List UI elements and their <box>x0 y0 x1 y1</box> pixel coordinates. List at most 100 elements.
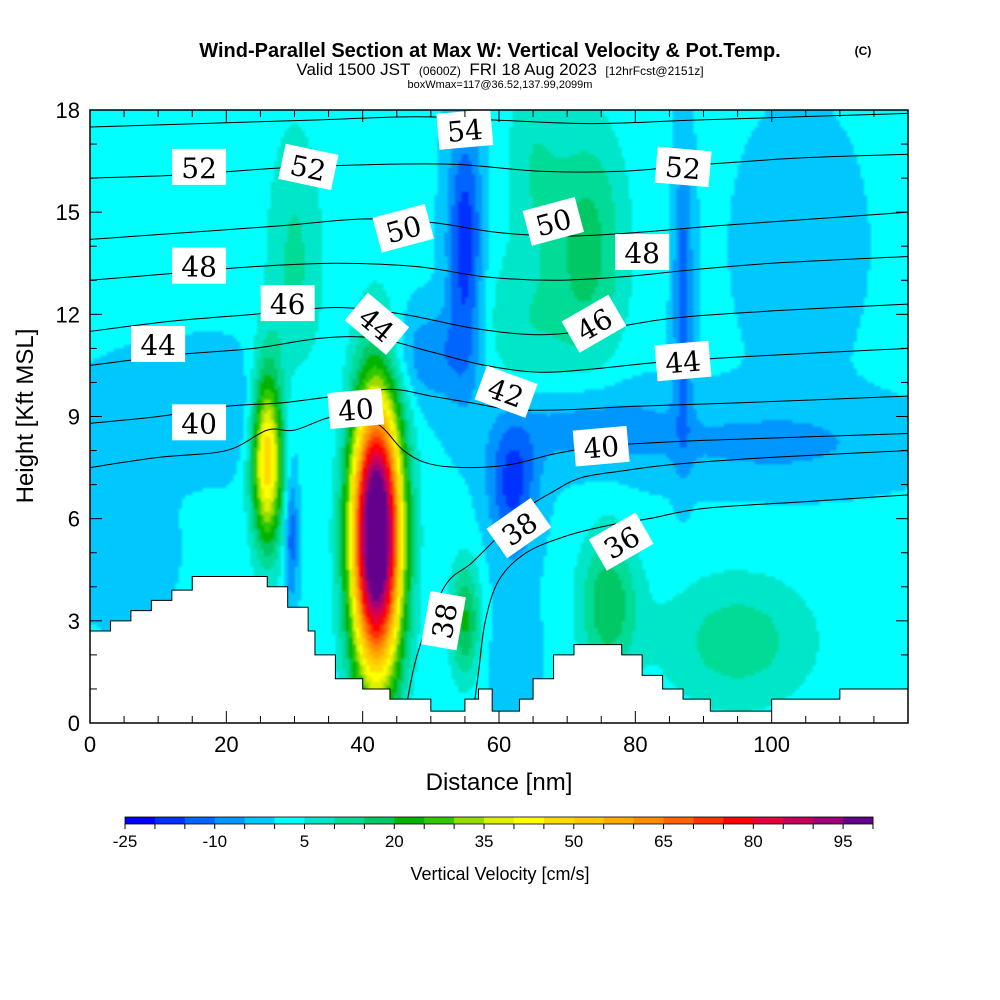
contour-label-40: 40 <box>327 388 385 429</box>
x-tick-label: 80 <box>623 732 647 757</box>
copyright-mark: (C) <box>855 44 872 58</box>
contour-label-46: 46 <box>260 285 315 322</box>
contour-label-38: 38 <box>421 590 466 651</box>
chart-subtitle: Valid 1500 JST (0600Z) FRI 18 Aug 2023 [… <box>296 60 703 79</box>
colorbar-swatch <box>484 817 515 824</box>
colorbar-swatch <box>334 817 365 824</box>
colorbar: -25 -10 5 20 35 50 65 80 95 <box>113 816 874 851</box>
subtitle-box: boxWmax=117@36.52,137.99,2099m <box>408 79 593 91</box>
contour-label-50: 50 <box>522 197 585 246</box>
contour-label-text: 38 <box>426 601 465 642</box>
contour-label-52: 52 <box>278 143 339 191</box>
theta-contour-36 <box>471 494 908 723</box>
terrain <box>89 576 909 724</box>
colorbar-swatch <box>603 817 635 824</box>
theta-contour-48 <box>90 255 908 281</box>
contour-label-text: 48 <box>181 251 217 284</box>
contour-label-44: 44 <box>654 340 712 382</box>
colorbar-tick-label: 65 <box>654 832 673 851</box>
y-tick-label: 9 <box>68 405 80 430</box>
colorbar-swatch <box>125 817 156 824</box>
colorbar-tick-label: 5 <box>300 832 309 851</box>
colorbar-swatch <box>663 817 694 824</box>
subtitle-date: FRI 18 Aug 2023 <box>469 60 597 79</box>
x-tick-label: 20 <box>214 732 238 757</box>
colorbar-tick-label: 35 <box>475 832 494 851</box>
y-tick-label: 0 <box>68 711 80 736</box>
theta-contour-46 <box>90 303 908 336</box>
x-tick-label: 100 <box>753 732 790 757</box>
colorbar-swatch <box>454 817 485 824</box>
x-axis-label: Distance [nm] <box>426 769 573 796</box>
y-tick-label: 15 <box>56 200 80 225</box>
colorbar-swatch <box>693 817 724 824</box>
colorbar-swatch <box>154 817 186 824</box>
contour-label-40: 40 <box>572 425 630 467</box>
contour-label-52: 52 <box>654 146 712 188</box>
x-tick-label: 60 <box>487 732 511 757</box>
colorbar-tick-label: 80 <box>744 832 763 851</box>
contour-label-44: 44 <box>131 325 186 362</box>
y-tick-label: 3 <box>68 609 80 634</box>
chart-title: Wind-Parallel Section at Max W: Vertical… <box>199 40 780 62</box>
colorbar-swatch <box>394 817 425 824</box>
contour-label-40: 40 <box>172 404 227 441</box>
colorbar-tick-label: -25 <box>113 832 138 851</box>
subtitle-forecast: [12hrFcst@2151z] <box>605 64 703 78</box>
colorbar-tick-label: 20 <box>385 832 404 851</box>
colorbar-swatch <box>543 817 575 824</box>
colorbar-tick-label: 95 <box>834 832 853 851</box>
colorbar-tick-label: -10 <box>202 832 227 851</box>
subtitle-valid: Valid 1500 JST <box>296 60 410 79</box>
colorbar-swatch <box>513 817 545 824</box>
contour-label-text: 40 <box>337 392 375 428</box>
contour-label-text: 44 <box>140 329 176 362</box>
colorbar-swatch <box>573 817 605 824</box>
colorbar-swatch <box>723 817 754 824</box>
contour-label-52: 52 <box>172 148 227 185</box>
contour-label-text: 52 <box>664 150 702 186</box>
y-tick-label: 12 <box>56 302 80 327</box>
contour-label-text: 46 <box>270 288 306 321</box>
colorbar-tick-label: 50 <box>564 832 583 851</box>
colorbar-swatch <box>244 817 275 824</box>
colorbar-swatch <box>783 817 814 824</box>
contour-label-text: 40 <box>181 407 217 440</box>
theta-contour-40 <box>90 415 908 469</box>
colorbar-swatch <box>424 817 455 824</box>
contour-label-48: 48 <box>172 247 227 284</box>
colorbar-swatch <box>813 817 844 824</box>
colorbar-label: Vertical Velocity [cm/s] <box>410 864 589 884</box>
subtitle-utc: (0600Z) <box>419 64 461 78</box>
colorbar-swatch <box>843 817 874 824</box>
contour-label-text: 40 <box>582 430 620 466</box>
theta-contour-42 <box>90 388 908 424</box>
y-tick-label: 6 <box>68 507 80 532</box>
colorbar-swatch <box>753 817 784 824</box>
contour-label-text: 52 <box>181 152 217 185</box>
contour-label-text: 54 <box>446 113 484 149</box>
colorbar-swatch <box>214 817 246 824</box>
y-axis-label: Height [Kft MSL] <box>12 329 39 504</box>
colorbar-swatch <box>184 817 216 824</box>
contour-label-text: 48 <box>624 237 660 270</box>
colorbar-swatch <box>364 817 395 824</box>
theta-contour-44 <box>90 336 908 373</box>
x-tick-label: 40 <box>350 732 374 757</box>
y-tick-label: 18 <box>56 98 80 123</box>
colorbar-frame <box>124 816 874 825</box>
y-axis: 0 3 6 9 12 15 18 <box>56 98 908 736</box>
contour-label-text: 52 <box>287 149 329 189</box>
colorbar-swatch <box>274 817 305 824</box>
colorbar-swatch <box>633 817 664 824</box>
x-tick-label: 0 <box>84 732 96 757</box>
contour-label-text: 44 <box>664 345 702 381</box>
colorbar-swatch <box>304 817 335 824</box>
contour-label-54: 54 <box>436 110 494 150</box>
contour-label-48: 48 <box>615 234 670 271</box>
theta-contour-52 <box>90 153 908 179</box>
theta-contour-50 <box>90 211 908 240</box>
x-axis: 0 20 40 60 80 100 <box>84 110 909 757</box>
